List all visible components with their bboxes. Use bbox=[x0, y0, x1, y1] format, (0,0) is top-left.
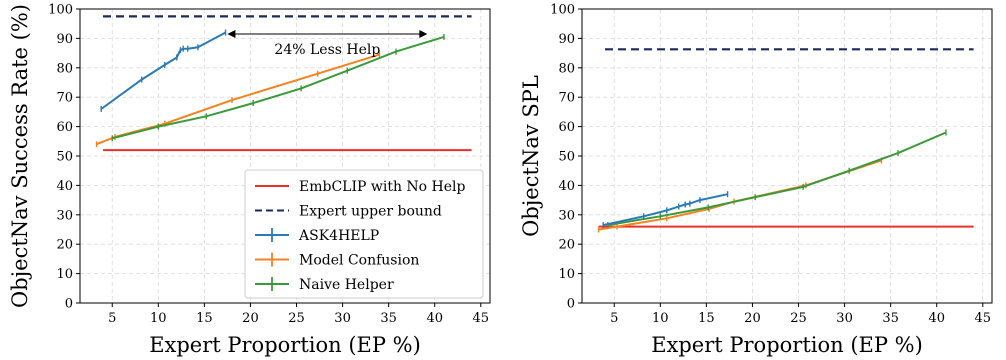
y-tick-label: 40 bbox=[558, 179, 575, 194]
y-tick-label: 60 bbox=[56, 120, 73, 135]
x-tick-label: 45 bbox=[473, 311, 490, 326]
y-tick-label: 100 bbox=[550, 3, 575, 18]
y-tick-label: 30 bbox=[56, 208, 73, 223]
y-tick-label: 0 bbox=[567, 297, 575, 312]
y-tick-label: 100 bbox=[48, 3, 73, 18]
x-tick-label: 15 bbox=[196, 311, 213, 326]
x-tick-label: 30 bbox=[334, 311, 351, 326]
y-tick-label: 50 bbox=[558, 150, 575, 165]
arrow-head-right-icon bbox=[419, 29, 428, 38]
y-tick-label: 90 bbox=[56, 32, 73, 47]
legend-label: EmbCLIP with No Help bbox=[299, 179, 466, 195]
x-tick-label: 35 bbox=[882, 311, 899, 326]
legend-label: Naive Helper bbox=[299, 277, 394, 293]
y-tick-label: 10 bbox=[558, 267, 575, 282]
arrow-head-left-icon bbox=[227, 29, 236, 38]
series-line-ask4help bbox=[602, 193, 728, 227]
y-axis-label: ObjectNav Success Rate (%) bbox=[8, 4, 32, 308]
x-axis-label: Expert Proportion (EP %) bbox=[651, 333, 923, 357]
y-tick-label: 80 bbox=[558, 61, 575, 76]
left-chart-success-rate: 5 10 15 20 25 30 35 40 45 0 10 20 30 40 50 60 70 80 90 100 E… bbox=[8, 3, 491, 357]
x-tick-label: 5 bbox=[610, 311, 618, 326]
x-tick-label: 25 bbox=[790, 311, 807, 326]
y-tick-label: 0 bbox=[65, 297, 73, 312]
x-tick-label: 20 bbox=[242, 311, 259, 326]
y-tick-label: 10 bbox=[56, 267, 73, 282]
x-axis-label: Expert Proportion (EP %) bbox=[149, 333, 421, 357]
y-tick-label: 70 bbox=[558, 91, 575, 106]
series-line-naive-helper bbox=[607, 131, 947, 227]
y-tick-label: 20 bbox=[558, 238, 575, 253]
annotation-text: 24% Less Help bbox=[274, 42, 380, 58]
series-line-naive-helper bbox=[111, 35, 445, 140]
x-tick-label: 25 bbox=[288, 311, 305, 326]
x-tick-label: 45 bbox=[975, 311, 992, 326]
legend-label: ASK4HELP bbox=[298, 228, 379, 244]
y-tick-label: 90 bbox=[558, 32, 575, 47]
y-tick-label: 40 bbox=[56, 179, 73, 194]
x-tick-label: 10 bbox=[652, 311, 669, 326]
x-tick-label: 5 bbox=[108, 311, 116, 326]
x-tick-label: 40 bbox=[928, 311, 945, 326]
x-tick-label: 40 bbox=[426, 311, 443, 326]
right-chart-spl: 5 10 15 20 25 30 35 40 45 0 10 20 30 40 50 60 70 80 90 100 E… bbox=[519, 3, 993, 357]
x-tick-label: 15 bbox=[698, 311, 715, 326]
y-tick-label: 70 bbox=[56, 91, 73, 106]
y-axis-label: ObjectNav SPL bbox=[519, 75, 543, 237]
x-tick-label: 30 bbox=[836, 311, 853, 326]
legend bbox=[244, 169, 484, 299]
y-tick-label: 60 bbox=[558, 120, 575, 135]
y-tick-label: 50 bbox=[56, 150, 73, 165]
y-tick-label: 80 bbox=[56, 61, 73, 76]
legend-label: Expert upper bound bbox=[299, 204, 442, 220]
x-tick-label: 10 bbox=[150, 311, 167, 326]
x-tick-label: 20 bbox=[744, 311, 761, 326]
x-tick-label: 35 bbox=[380, 311, 397, 326]
legend-label: Model Confusion bbox=[299, 253, 419, 269]
y-tick-label: 30 bbox=[558, 208, 575, 223]
y-tick-label: 20 bbox=[56, 238, 73, 253]
